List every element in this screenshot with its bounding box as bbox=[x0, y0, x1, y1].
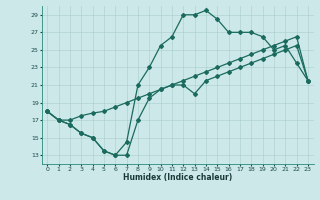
X-axis label: Humidex (Indice chaleur): Humidex (Indice chaleur) bbox=[123, 173, 232, 182]
